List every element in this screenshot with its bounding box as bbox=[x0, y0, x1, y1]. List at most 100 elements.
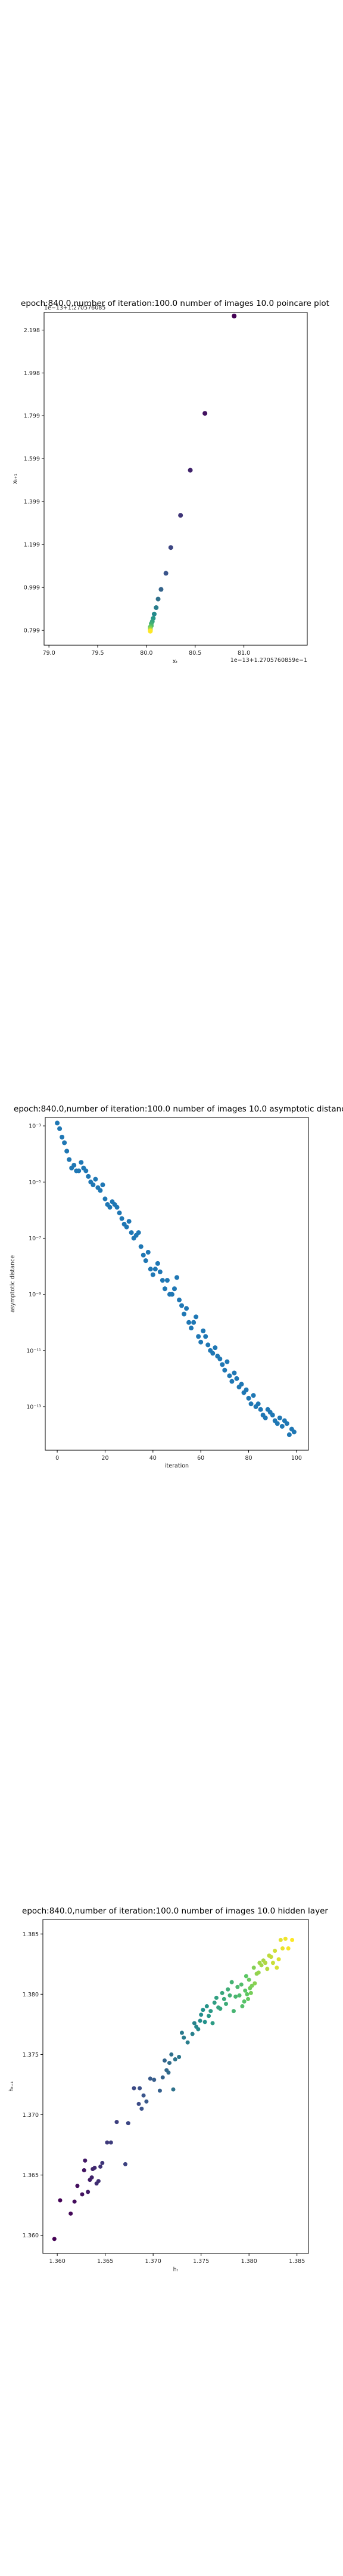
hidden-y-tick-label: 1.375 bbox=[23, 2052, 39, 2058]
hidden-point bbox=[229, 1980, 234, 1984]
poincare-x-axis-label: xₜ bbox=[173, 658, 178, 665]
hidden-point bbox=[177, 2054, 182, 2059]
hidden-point bbox=[240, 2004, 245, 2009]
hidden-point bbox=[207, 2014, 211, 2018]
hidden-point bbox=[256, 1970, 261, 1975]
poincare-point bbox=[188, 467, 193, 473]
asymptotic-x-tick-label: 40 bbox=[149, 1455, 157, 1462]
poincare-x-tick-label: 80.5 bbox=[189, 650, 201, 657]
asymptotic-distance-plot: epoch:840.0,number of iteration:100.0 nu… bbox=[10, 1104, 343, 1469]
asymptotic-point bbox=[91, 1182, 96, 1188]
hidden-point bbox=[58, 2198, 63, 2203]
asymptotic-point bbox=[83, 1168, 89, 1174]
hidden-point bbox=[263, 1961, 268, 1965]
hidden-point bbox=[138, 2086, 142, 2091]
asymptotic-point bbox=[184, 1306, 189, 1311]
hidden-point bbox=[250, 1983, 254, 1988]
hidden-point bbox=[226, 1987, 230, 1992]
asymptotic-point bbox=[239, 1382, 244, 1387]
asymptotic-point bbox=[263, 1415, 268, 1420]
hidden-point bbox=[80, 2192, 85, 2197]
poincare-point bbox=[163, 571, 169, 576]
poincare-x-ticks: 79.0 79.5 80.0 80.5 81.0 bbox=[43, 645, 250, 657]
asymptotic-x-tick-label: 80 bbox=[245, 1455, 252, 1462]
asymptotic-point bbox=[57, 1126, 63, 1131]
asymptotic-y-tick-label: 10⁻¹³ bbox=[26, 1404, 41, 1411]
hidden-point bbox=[89, 2175, 94, 2180]
asymptotic-point bbox=[138, 1244, 144, 1249]
asymptotic-point bbox=[107, 1205, 113, 1210]
hidden-point bbox=[212, 2000, 217, 2005]
asymptotic-point bbox=[201, 1328, 206, 1333]
hidden-point bbox=[83, 2158, 88, 2163]
asymptotic-point bbox=[60, 1134, 65, 1140]
hidden-x-axis-label: hₜ bbox=[173, 2267, 179, 2273]
hidden-point bbox=[141, 2093, 146, 2098]
hidden-point bbox=[231, 2009, 236, 2014]
hidden-x-ticks: 1.360 1.365 1.370 1.375 1.380 1.385 bbox=[49, 2253, 305, 2265]
asymptotic-x-ticks: 0 20 40 60 80 100 bbox=[55, 1450, 302, 1462]
asymptotic-point bbox=[217, 1356, 223, 1361]
hidden-point bbox=[210, 2021, 215, 2026]
hidden-point bbox=[276, 1957, 281, 1962]
asymptotic-point bbox=[62, 1140, 67, 1145]
hidden-point bbox=[190, 2032, 195, 2036]
poincare-y-tick-label: 1.799 bbox=[24, 413, 40, 420]
asymptotic-point bbox=[129, 1230, 134, 1236]
poincare-point bbox=[158, 587, 164, 592]
asymptotic-point bbox=[102, 1196, 108, 1202]
asymptotic-point bbox=[277, 1415, 282, 1420]
hidden-point bbox=[204, 2004, 209, 2009]
poincare-point bbox=[202, 411, 208, 416]
poincare-point bbox=[155, 596, 161, 602]
hidden-layer-plot: epoch:840.0,number of iteration:100.0 nu… bbox=[8, 1906, 328, 2273]
asymptotic-point bbox=[270, 1413, 275, 1418]
asymptotic-point bbox=[155, 1261, 160, 1266]
asymptotic-point bbox=[286, 1432, 292, 1438]
hidden-point bbox=[251, 1965, 256, 1970]
poincare-y-tick-label: 2.198 bbox=[24, 327, 40, 334]
hidden-point bbox=[270, 1961, 275, 1965]
hidden-plot-title: epoch:840.0,number of iteration:100.0 nu… bbox=[22, 1906, 328, 1916]
hidden-point bbox=[278, 1937, 283, 1942]
asymptotic-y-axis-label: asymptotic distance bbox=[10, 1255, 16, 1312]
poincare-y-tick-label: 0.799 bbox=[24, 628, 40, 634]
asymptotic-point bbox=[210, 1351, 216, 1356]
asymptotic-point bbox=[203, 1334, 208, 1339]
asymptotic-point bbox=[71, 1163, 77, 1168]
hidden-point bbox=[108, 2140, 113, 2145]
poincare-y-ticks: 0.799 0.999 1.199 1.399 1.599 1.799 1.998 2.198 bbox=[24, 327, 44, 634]
poincare-plot-title: epoch:840.0,number of iteration:100.0 nu… bbox=[21, 299, 329, 308]
asymptotic-point bbox=[136, 1230, 141, 1236]
hidden-point bbox=[202, 2020, 207, 2024]
asymptotic-x-tick-label: 0 bbox=[55, 1455, 59, 1462]
asymptotic-point bbox=[55, 1120, 60, 1126]
asymptotic-point bbox=[229, 1379, 235, 1384]
hidden-point bbox=[196, 2027, 201, 2032]
hidden-point bbox=[52, 2237, 57, 2241]
asymptotic-points bbox=[55, 1120, 297, 1438]
hidden-point bbox=[218, 2007, 223, 2011]
hidden-y-tick-label: 1.365 bbox=[23, 2172, 39, 2179]
asymptotic-point bbox=[198, 1339, 204, 1345]
hidden-point bbox=[243, 1988, 248, 1993]
hidden-point bbox=[247, 1977, 251, 1982]
hidden-point bbox=[245, 1992, 250, 1996]
hidden-point bbox=[185, 2040, 190, 2045]
hidden-point bbox=[123, 2162, 127, 2166]
asymptotic-point bbox=[227, 1373, 232, 1379]
poincare-x-offset-label: 1e−13+1.2705760859e−1 bbox=[230, 657, 307, 664]
hidden-point bbox=[198, 2018, 202, 2023]
asymptotic-point bbox=[174, 1275, 179, 1280]
asymptotic-point bbox=[169, 1292, 174, 1297]
asymptotic-point bbox=[172, 1286, 177, 1292]
hidden-point bbox=[126, 2121, 130, 2126]
asymptotic-point bbox=[182, 1311, 187, 1317]
hidden-point bbox=[246, 1996, 251, 2001]
asymptotic-y-tick-label: 10⁻⁷ bbox=[29, 1236, 41, 1242]
hidden-x-tick-label: 1.380 bbox=[241, 2258, 257, 2265]
asymptotic-point bbox=[205, 1342, 211, 1348]
hidden-x-tick-label: 1.365 bbox=[97, 2258, 113, 2265]
hidden-axes-frame bbox=[42, 1919, 309, 2254]
asymptotic-x-tick-label: 20 bbox=[101, 1455, 108, 1462]
